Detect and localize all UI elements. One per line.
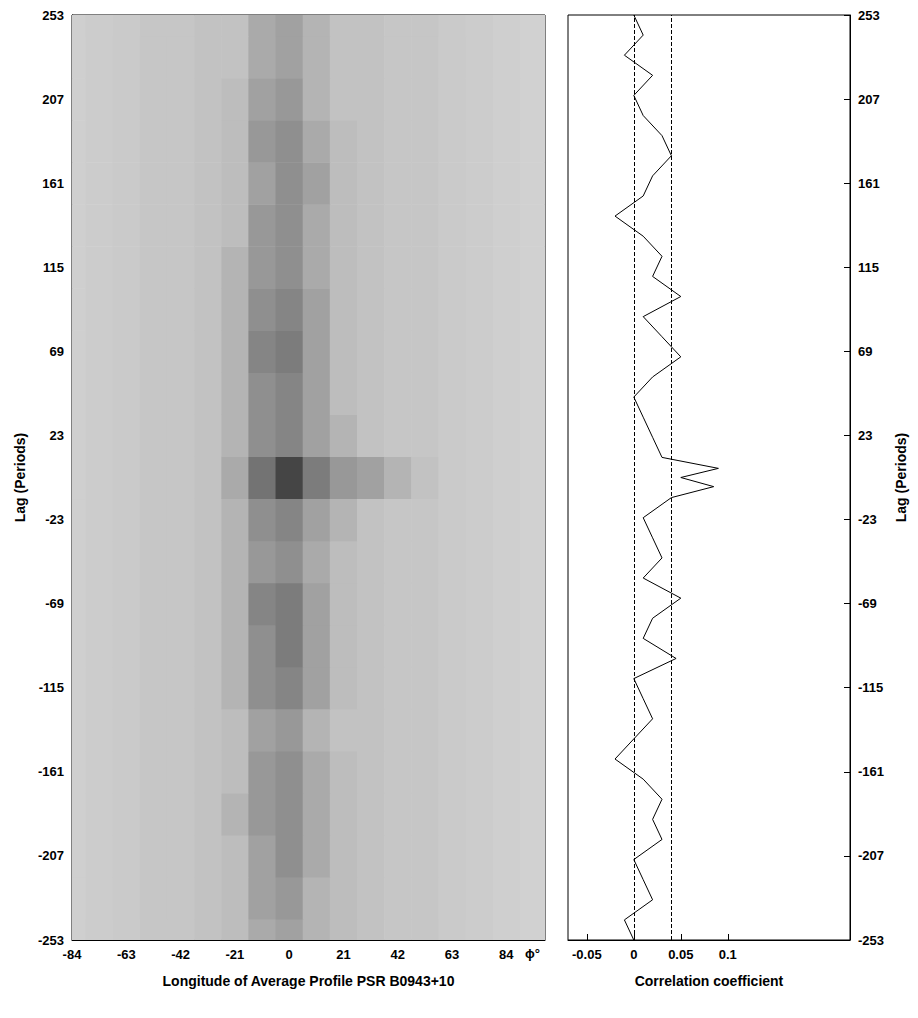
svg-text:0.05: 0.05 <box>668 947 693 962</box>
svg-text:-84: -84 <box>63 947 83 962</box>
svg-text:21: 21 <box>336 947 350 962</box>
svg-text:-23: -23 <box>45 512 64 527</box>
svg-text:115: 115 <box>858 260 879 275</box>
svg-text:253: 253 <box>42 8 64 23</box>
svg-text:0.1: 0.1 <box>719 947 737 962</box>
svg-text:Lag (Periods): Lag (Periods) <box>12 433 28 522</box>
svg-text:-69: -69 <box>858 596 877 611</box>
svg-text:Correlation coefficient: Correlation coefficient <box>635 973 784 989</box>
svg-text:-207: -207 <box>38 848 64 863</box>
svg-text:115: 115 <box>43 260 64 275</box>
svg-text:-42: -42 <box>171 947 190 962</box>
svg-text:-115: -115 <box>39 680 64 695</box>
svg-text:207: 207 <box>42 92 64 107</box>
svg-text:42: 42 <box>390 947 404 962</box>
svg-text:ϕ°: ϕ° <box>525 946 540 961</box>
svg-text:84: 84 <box>499 947 514 962</box>
svg-text:-21: -21 <box>225 947 244 962</box>
svg-text:-63: -63 <box>117 947 136 962</box>
svg-text:Lag (Periods): Lag (Periods) <box>893 433 909 522</box>
svg-text:0: 0 <box>285 947 292 962</box>
svg-text:-207: -207 <box>858 848 884 863</box>
svg-text:23: 23 <box>50 428 64 443</box>
svg-text:-115: -115 <box>858 680 883 695</box>
svg-text:-69: -69 <box>45 596 64 611</box>
svg-text:161: 161 <box>858 176 880 191</box>
svg-text:-161: -161 <box>858 764 884 779</box>
svg-text:69: 69 <box>858 344 872 359</box>
svg-text:63: 63 <box>445 947 459 962</box>
svg-text:Longitude of Average Profile P: Longitude of Average Profile PSR B0943+1… <box>163 973 455 989</box>
svg-text:207: 207 <box>858 92 880 107</box>
svg-text:-161: -161 <box>38 764 64 779</box>
svg-text:253: 253 <box>858 8 880 23</box>
svg-text:-253: -253 <box>858 933 884 948</box>
svg-text:0: 0 <box>630 947 637 962</box>
svg-text:-0.05: -0.05 <box>572 947 602 962</box>
svg-text:23: 23 <box>858 428 872 443</box>
svg-text:69: 69 <box>50 344 64 359</box>
svg-text:-23: -23 <box>858 512 877 527</box>
svg-text:-253: -253 <box>38 933 64 948</box>
svg-text:161: 161 <box>42 176 64 191</box>
